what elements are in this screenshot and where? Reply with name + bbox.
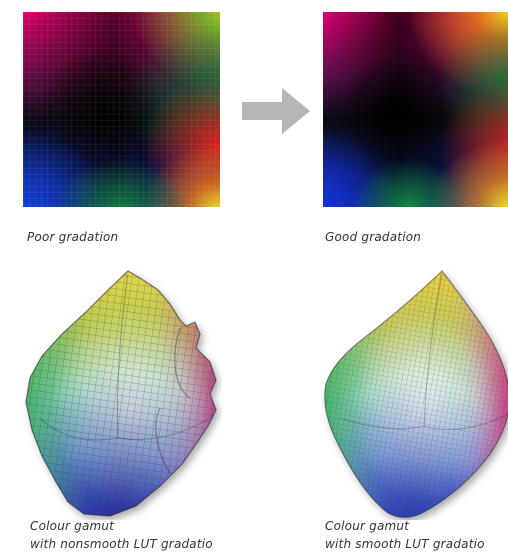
- nonsmooth-gamut-caption-line2: with nonsmooth LUT gradatio: [30, 537, 213, 551]
- smooth-gamut-illustration: [324, 270, 508, 518]
- nonsmooth-gamut-caption: Colour gamut with nonsmooth LUT gradatio: [30, 517, 213, 553]
- smooth-gamut-caption-line2: with smooth LUT gradatio: [325, 537, 485, 551]
- poor-gradation-caption: Poor gradation: [27, 230, 119, 244]
- nonsmooth-gamut-illustration: [25, 270, 217, 517]
- good-gradation-swatch: [323, 12, 508, 207]
- poor-gradation-swatch: [23, 12, 220, 207]
- smooth-gamut-caption-line1: Colour gamut: [325, 519, 410, 533]
- arrow-right-icon: [242, 88, 310, 134]
- smooth-gamut-caption: Colour gamut with smooth LUT gradatio: [325, 517, 485, 553]
- nonsmooth-gamut-caption-line1: Colour gamut: [30, 519, 115, 533]
- good-gradation-caption: Good gradation: [325, 230, 422, 244]
